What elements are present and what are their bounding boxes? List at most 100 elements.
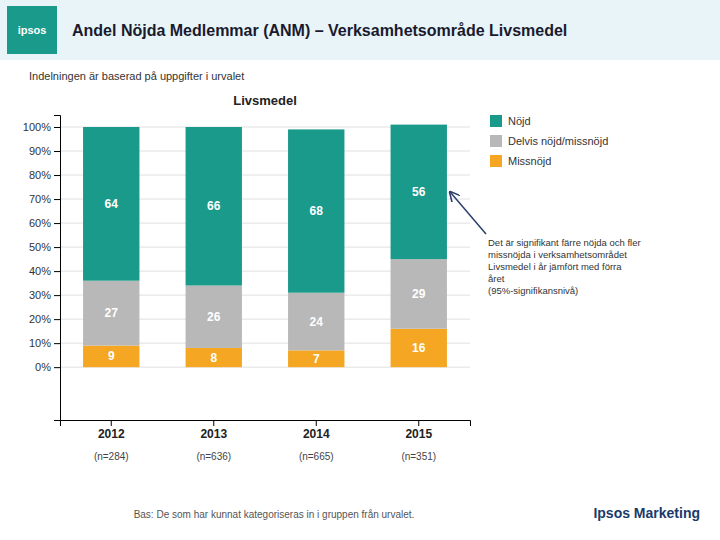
y-tick: 50% xyxy=(29,241,60,253)
n-label: (n=636) xyxy=(196,451,231,462)
y-axis: 0% 10% 20% 30% 40% 50% 60% 70% 80% 90% 100% xyxy=(23,116,61,421)
annotation: Det är signifikant färre nöjda och flerm… xyxy=(488,237,641,296)
y-tick-mark xyxy=(54,223,60,224)
logo-box xyxy=(7,6,57,54)
legend-item: Delvis nöjd/missnöjd xyxy=(490,135,608,147)
logo-text: ipsos xyxy=(18,24,47,36)
bar xyxy=(288,129,344,292)
data-label: 66 xyxy=(207,199,221,213)
group-label: Livsmedel xyxy=(233,93,297,108)
bar-series xyxy=(83,125,447,293)
x-tick: 2015 xyxy=(405,420,432,441)
y-tick-label: 10% xyxy=(29,337,51,349)
x-tick: 2012 xyxy=(98,420,125,441)
n-label: (n=665) xyxy=(299,451,334,462)
data-label: 7 xyxy=(313,352,320,366)
legend-item: Missnöjd xyxy=(490,155,551,167)
y-tick: 40% xyxy=(29,265,60,277)
annotation-arrow xyxy=(450,192,486,234)
annotation-line: (95%-signifikansnivå) xyxy=(488,285,578,296)
bar xyxy=(83,127,139,281)
y-tick-mark xyxy=(54,271,60,272)
bar xyxy=(391,329,447,367)
y-tick-label: 20% xyxy=(29,313,51,325)
x-tick-mark xyxy=(213,420,214,426)
note: Bas: De som har kunnat kategoriseras in … xyxy=(134,509,415,520)
x-tick-label: 2015 xyxy=(405,427,432,441)
header-band xyxy=(0,0,720,60)
y-tick-label: 100% xyxy=(23,121,51,133)
y-tick-mark xyxy=(54,343,60,344)
annotation-line: Livsmedel i år jämfört med förra xyxy=(488,261,622,272)
legend-label: Missnöjd xyxy=(508,155,551,167)
y-tick: 90% xyxy=(29,145,60,157)
x-tick: 2014 xyxy=(303,420,330,441)
y-tick-mark xyxy=(54,295,60,296)
y-tick: 10% xyxy=(29,337,60,349)
legend-swatch xyxy=(490,115,502,127)
bar xyxy=(186,127,242,286)
data-label: 64 xyxy=(105,197,119,211)
bar xyxy=(288,350,344,367)
x-tick-mark xyxy=(316,420,317,426)
legend-swatch xyxy=(490,135,502,147)
y-tick: 60% xyxy=(29,217,60,229)
data-label: 27 xyxy=(105,306,119,320)
data-label: 16 xyxy=(412,341,426,355)
x-tick-label: 2013 xyxy=(200,427,227,441)
y-tick: 20% xyxy=(29,313,60,325)
x-tick-mark xyxy=(111,420,112,426)
bar xyxy=(83,281,139,346)
data-label: 9 xyxy=(108,349,115,363)
bar xyxy=(83,346,139,368)
y-tick-label: 50% xyxy=(29,241,51,253)
y-tick: 70% xyxy=(29,193,60,205)
annotation-line: missnöjda i verksamhetsområdet xyxy=(488,249,627,260)
n-label: (n=284) xyxy=(94,451,129,462)
y-tick-label: 40% xyxy=(29,265,51,277)
legend-item: Nöjd xyxy=(490,115,531,127)
x-axis-line xyxy=(61,421,471,427)
x-tick: 2013 xyxy=(200,420,227,441)
x-tick-label: 2014 xyxy=(303,427,330,441)
y-tick: 80% xyxy=(29,169,60,181)
y-tick-mark xyxy=(54,367,60,368)
n-labels: (n=284)(n=636)(n=665)(n=351) xyxy=(94,451,436,462)
y-tick: 30% xyxy=(29,289,60,301)
y-tick: 0% xyxy=(35,361,60,373)
bar xyxy=(391,125,447,259)
y-tick-mark xyxy=(54,319,60,320)
chart-title: Andel Nöjda Medlemmar (ANM) – Verksamhet… xyxy=(72,22,567,39)
annotation-line: Det är signifikant färre nöjda och fler xyxy=(488,237,641,248)
y-tick-label: 60% xyxy=(29,217,51,229)
legend: Nöjd Delvis nöjd/missnöjd Missnöjd xyxy=(490,115,608,167)
bars xyxy=(83,125,447,368)
data-label: 24 xyxy=(310,315,324,329)
x-tick-label: 2012 xyxy=(98,427,125,441)
legend-label: Delvis nöjd/missnöjd xyxy=(508,135,608,147)
y-tick-mark xyxy=(54,199,60,200)
y-tick-label: 30% xyxy=(29,289,51,301)
bar xyxy=(288,293,344,351)
y-tick-mark xyxy=(54,151,60,152)
y-tick-label: 70% xyxy=(29,193,51,205)
y-tick-mark xyxy=(54,127,60,128)
legend-swatch xyxy=(490,155,502,167)
data-label: 68 xyxy=(310,204,324,218)
y-tick-label: 0% xyxy=(35,361,51,373)
bar xyxy=(391,259,447,329)
data-label: 29 xyxy=(412,287,426,301)
y-axis-line xyxy=(54,116,61,421)
data-label: 56 xyxy=(412,185,426,199)
bar xyxy=(186,286,242,348)
y-tick-mark xyxy=(54,247,60,248)
annotation-line: året xyxy=(488,273,505,284)
footer: Ipsos Marketing xyxy=(593,505,700,521)
y-tick-label: 90% xyxy=(29,145,51,157)
chart-root: ipsos Andel Nöjda Medlemmar (ANM) – Verks… xyxy=(0,0,720,540)
data-labels: 987162726242964666856 xyxy=(105,185,426,366)
chart-subtitle: Indelningen är baserad på uppgifter i ur… xyxy=(29,70,244,82)
data-label: 26 xyxy=(207,310,221,324)
legend-label: Nöjd xyxy=(508,115,531,127)
x-tick-mark xyxy=(418,420,419,426)
